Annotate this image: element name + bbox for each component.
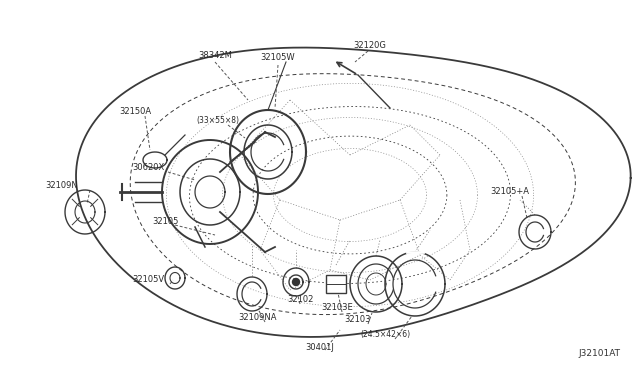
Text: 32105: 32105 [152,218,178,227]
Text: J32101AT: J32101AT [578,349,620,358]
Text: 32103E: 32103E [321,304,353,312]
Text: 38342M: 38342M [198,51,232,60]
Text: 32105+A: 32105+A [490,187,529,196]
Text: 32105W: 32105W [260,54,295,62]
Text: 30401J: 30401J [305,343,335,353]
Text: 32150A: 32150A [119,108,151,116]
Text: 32109NA: 32109NA [239,314,277,323]
Text: 32105V: 32105V [132,276,164,285]
Text: (33×55×8): (33×55×8) [196,115,239,125]
Text: 32120G: 32120G [353,41,387,49]
Text: 32109N: 32109N [45,182,78,190]
Bar [326,275,346,293]
Circle shape [292,279,300,285]
Text: 32103: 32103 [345,315,371,324]
Text: 30620X: 30620X [132,164,164,173]
Text: 32102: 32102 [287,295,313,305]
Text: (24.5×42×6): (24.5×42×6) [360,330,410,340]
